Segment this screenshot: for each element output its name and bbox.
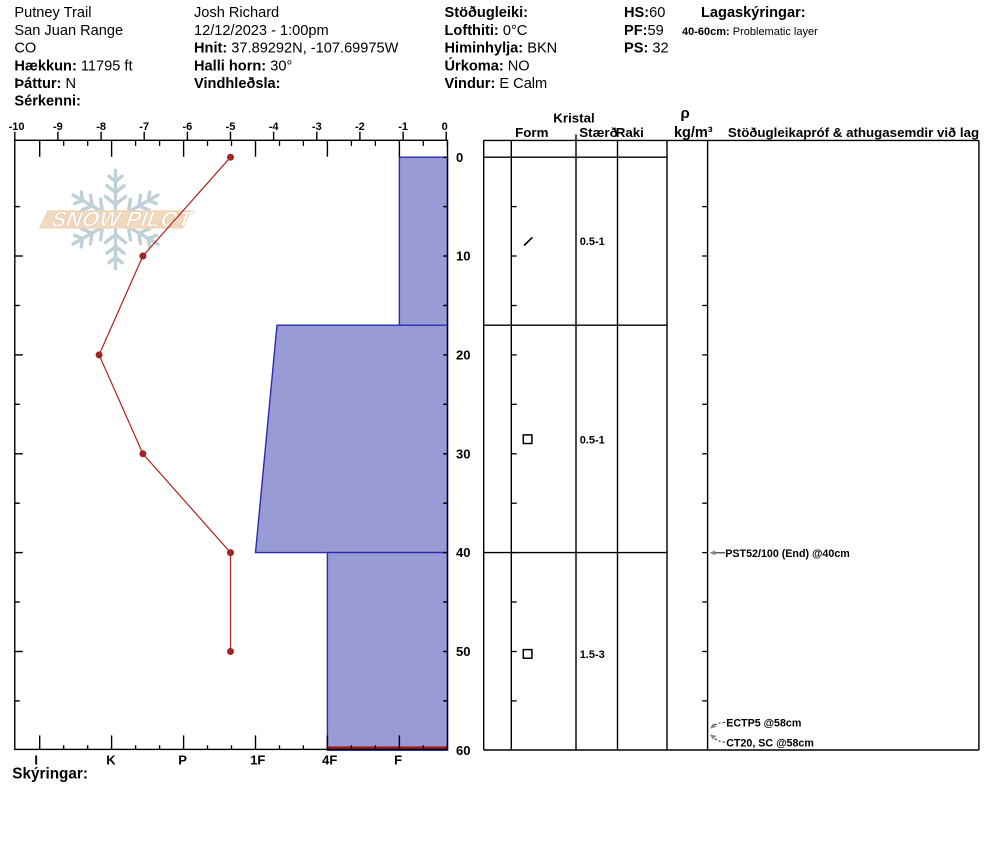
svg-text:Hækkun: 11795 ft: Hækkun: 11795 ft — [14, 58, 132, 74]
svg-text:10: 10 — [456, 249, 470, 264]
svg-text:-7: -7 — [139, 121, 149, 133]
svg-text:Þáttur: N: Þáttur: N — [14, 76, 76, 92]
svg-text:4F: 4F — [322, 753, 337, 768]
svg-text:ρ: ρ — [681, 105, 690, 122]
svg-text:Stöðugleikapróf & athugasemdir: Stöðugleikapróf & athugasemdir við lag — [728, 125, 979, 140]
svg-text:0.5-1: 0.5-1 — [580, 236, 605, 248]
svg-text:K: K — [106, 753, 116, 768]
svg-text:kg/m³: kg/m³ — [674, 125, 713, 141]
svg-text:Raki: Raki — [616, 125, 644, 140]
svg-text:Putney Trail: Putney Trail — [14, 5, 91, 21]
svg-text:-8: -8 — [96, 121, 106, 133]
svg-text:Josh Richard: Josh Richard — [194, 5, 279, 21]
svg-text:60: 60 — [456, 743, 470, 758]
svg-text:I: I — [34, 753, 38, 768]
svg-text:SNOW PILOT: SNOW PILOT — [48, 207, 197, 231]
svg-text:-9: -9 — [53, 121, 63, 133]
svg-text:-6: -6 — [183, 121, 193, 133]
svg-text:PF:59: PF:59 — [624, 23, 664, 39]
svg-text:Sérkenni:: Sérkenni: — [14, 94, 81, 110]
svg-text:-1: -1 — [398, 121, 408, 133]
svg-text:0: 0 — [442, 121, 448, 133]
svg-text:50: 50 — [456, 644, 470, 659]
svg-text:Stærð: Stærð — [579, 125, 617, 140]
svg-text:0: 0 — [456, 150, 463, 165]
svg-text:HS:60: HS:60 — [624, 5, 665, 21]
svg-text:PST52/100 (End) @40cm: PST52/100 (End) @40cm — [725, 548, 849, 560]
svg-text:1F: 1F — [250, 753, 265, 768]
svg-text:Form: Form — [515, 125, 548, 140]
svg-text:CO: CO — [14, 41, 36, 57]
svg-text:Lagaskýringar:: Lagaskýringar: — [701, 5, 806, 21]
svg-text:-10: -10 — [9, 121, 25, 133]
svg-text:-4: -4 — [269, 121, 280, 133]
svg-text:40-60cm: Problematic layer: 40-60cm: Problematic layer — [682, 26, 818, 38]
svg-text:ECTP5 @58cm: ECTP5 @58cm — [726, 717, 801, 729]
svg-text:Vindhleðsla:: Vindhleðsla: — [194, 76, 281, 92]
svg-text:Stöðugleiki:: Stöðugleiki: — [445, 5, 529, 21]
svg-text:30: 30 — [456, 446, 470, 461]
svg-text:40: 40 — [456, 545, 470, 560]
svg-text:20: 20 — [456, 348, 470, 363]
svg-text:Lofthiti: 0°C: Lofthiti: 0°C — [445, 23, 528, 39]
svg-text:12/12/2023 - 1:00pm: 12/12/2023 - 1:00pm — [194, 23, 329, 39]
svg-text:Úrkoma: NO: Úrkoma: NO — [445, 56, 530, 74]
svg-text:Halli horn: 30°: Halli horn: 30° — [194, 58, 292, 74]
svg-text:Vindur: E Calm: Vindur: E Calm — [445, 76, 548, 92]
svg-text:P: P — [178, 753, 187, 768]
svg-text:Kristal: Kristal — [553, 110, 594, 125]
svg-text:Skýringar:: Skýringar: — [12, 766, 88, 783]
svg-text:1.5-3: 1.5-3 — [580, 649, 605, 661]
svg-text:F: F — [394, 753, 402, 768]
svg-text:0.5-1: 0.5-1 — [580, 434, 605, 446]
svg-text:PS: 32: PS: 32 — [624, 41, 669, 57]
svg-text:-3: -3 — [312, 121, 322, 133]
svg-text:Hnit: 37.89292N, -107.69975W: Hnit: 37.89292N, -107.69975W — [194, 41, 399, 57]
svg-text:San Juan Range: San Juan Range — [14, 23, 123, 39]
svg-text:-5: -5 — [226, 121, 236, 133]
svg-text:CT20, SC @58cm: CT20, SC @58cm — [726, 738, 814, 750]
svg-text:-2: -2 — [355, 121, 365, 133]
svg-text:Himinhylja: BKN: Himinhylja: BKN — [445, 41, 558, 57]
